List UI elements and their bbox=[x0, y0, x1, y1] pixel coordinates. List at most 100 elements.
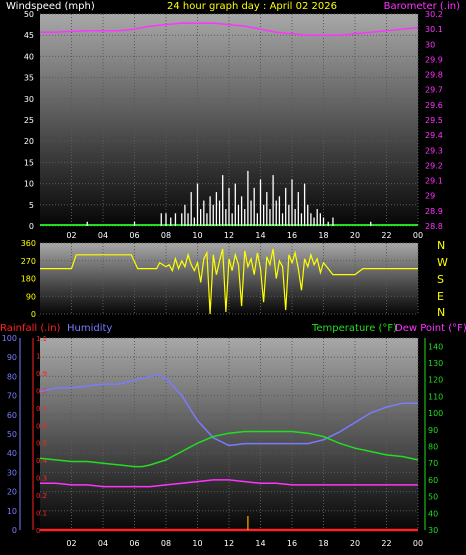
chart-title: 24 hour graph day : April 02 2026 bbox=[167, 1, 337, 12]
temperature-tick-label: 40 bbox=[428, 509, 438, 518]
dewpoint-series-line bbox=[40, 479, 418, 488]
wind-tick-label: 5 bbox=[29, 201, 34, 210]
hour-tick-label-bottom: 08 bbox=[161, 539, 171, 548]
humidity-tick-label: 0 bbox=[12, 526, 17, 535]
humidity-axis-title: Humidity bbox=[67, 323, 112, 334]
hour-tick-label-bottom: 20 bbox=[350, 539, 360, 548]
hour-tick-label-top: 00 bbox=[413, 231, 423, 240]
hour-tick-label-bottom: 16 bbox=[287, 539, 297, 548]
hour-tick-label-top: 10 bbox=[192, 231, 202, 240]
temperature-tick-label: 50 bbox=[428, 493, 438, 502]
compass-w: W bbox=[437, 256, 448, 269]
rainfall-tick-label: 0.6 bbox=[36, 422, 48, 430]
wind-tick-label: 10 bbox=[24, 180, 34, 189]
barometer-tick-label: 29.7 bbox=[425, 86, 443, 95]
barometer-tick-label: 29.5 bbox=[425, 116, 443, 125]
compass-n-top: N bbox=[437, 239, 445, 252]
rainfall-tick-label: 0 bbox=[36, 527, 40, 535]
humidity-tick-label: 60 bbox=[7, 411, 17, 420]
wind-tick-label: 15 bbox=[24, 158, 34, 167]
barometer-tick-label: 29.3 bbox=[425, 146, 443, 155]
barometer-tick-label: 30.1 bbox=[425, 25, 443, 34]
hour-tick-label-top: 08 bbox=[161, 231, 171, 240]
wind-tick-label: 40 bbox=[24, 52, 34, 61]
wind-tick-label: 30 bbox=[24, 95, 34, 104]
barometer-tick-label: 29.1 bbox=[425, 177, 443, 186]
hour-tick-label-bottom: 06 bbox=[129, 539, 139, 548]
wind-tick-label: 20 bbox=[24, 137, 34, 146]
humidity-tick-label: 50 bbox=[7, 430, 17, 439]
barometer-tick-label: 30 bbox=[425, 40, 435, 49]
hour-tick-label-bottom: 00 bbox=[413, 539, 423, 548]
wind-tick-label: 45 bbox=[24, 31, 34, 40]
humidity-tick-label: 40 bbox=[7, 449, 17, 458]
hour-tick-label-bottom: 04 bbox=[98, 539, 108, 548]
hour-tick-label-top: 18 bbox=[318, 231, 328, 240]
humidity-tick-label: 30 bbox=[7, 468, 17, 477]
windspeed-axis-title: Windspeed (mph) bbox=[6, 1, 95, 12]
hour-tick-label-bottom: 12 bbox=[224, 539, 234, 548]
temperature-tick-label: 140 bbox=[428, 342, 443, 351]
humidity-tick-label: 70 bbox=[7, 392, 17, 401]
direction-tick-label: 180 bbox=[21, 275, 36, 284]
temperature-tick-label: 70 bbox=[428, 459, 438, 468]
rainfall-tick-label: 1.1 bbox=[36, 335, 47, 343]
temperature-tick-label: 130 bbox=[428, 359, 443, 368]
rainfall-tick-label: 1 bbox=[36, 352, 40, 360]
wind-tick-label: 50 bbox=[24, 10, 34, 19]
barometer-tick-label: 29 bbox=[425, 192, 435, 201]
rainfall-tick-label: 0.2 bbox=[36, 492, 47, 500]
barometer-tick-label: 29.9 bbox=[425, 55, 443, 64]
compass-s: S bbox=[437, 273, 444, 286]
temperature-series-line bbox=[39, 430, 419, 468]
temperature-tick-label: 100 bbox=[428, 409, 443, 418]
barometer-axis-title: Barometer (.in) bbox=[384, 1, 460, 12]
hour-tick-label-bottom: 02 bbox=[66, 539, 76, 548]
barometer-tick-label: 29.2 bbox=[425, 161, 443, 170]
wind-direction-line bbox=[40, 248, 418, 315]
barometer-tick-label: 28.9 bbox=[425, 207, 443, 216]
wind-tick-label: 0 bbox=[29, 222, 34, 231]
dewpoint-axis-title: Dew Point (°F) bbox=[395, 323, 466, 334]
rainfall-axis-title: Rainfall (.in) bbox=[0, 323, 61, 334]
direction-tick-label: 360 bbox=[21, 239, 36, 248]
hour-tick-label-bottom: 18 bbox=[318, 539, 328, 548]
humidity-series-line bbox=[39, 373, 418, 447]
hour-tick-label-bottom: 22 bbox=[381, 539, 391, 548]
hour-tick-label-top: 22 bbox=[381, 231, 391, 240]
rainfall-tick-label: 0.7 bbox=[36, 405, 47, 413]
barometer-tick-label: 29.6 bbox=[425, 101, 443, 110]
compass-n-bottom: N bbox=[437, 306, 445, 319]
wind-tick-label: 25 bbox=[24, 116, 34, 125]
barometer-tick-label: 29.4 bbox=[425, 131, 443, 140]
compass-e: E bbox=[437, 290, 444, 303]
rainfall-tick-label: 0.9 bbox=[36, 370, 47, 378]
hour-tick-label-top: 20 bbox=[350, 231, 360, 240]
humidity-tick-label: 90 bbox=[7, 353, 17, 362]
rainfall-tick-label: 0.1 bbox=[36, 510, 47, 518]
temperature-tick-label: 110 bbox=[428, 392, 443, 401]
barometer-tick-label: 30.2 bbox=[425, 10, 443, 19]
hour-tick-label-top: 14 bbox=[255, 231, 265, 240]
temperature-tick-label: 30 bbox=[428, 526, 438, 535]
hour-tick-label-top: 04 bbox=[98, 231, 108, 240]
humidity-tick-label: 20 bbox=[7, 488, 17, 497]
hour-tick-label-top: 12 bbox=[224, 231, 234, 240]
hour-tick-label-top: 06 bbox=[129, 231, 139, 240]
hour-tick-label-bottom: 14 bbox=[255, 539, 265, 548]
humidity-tick-label: 80 bbox=[7, 372, 17, 381]
barometer-series-line bbox=[40, 22, 419, 36]
hour-tick-label-top: 02 bbox=[66, 231, 76, 240]
wind-tick-label: 35 bbox=[24, 74, 34, 83]
barometer-tick-label: 29.8 bbox=[425, 71, 443, 80]
humidity-tick-label: 100 bbox=[2, 334, 17, 343]
hour-tick-label-top: 16 bbox=[287, 231, 297, 240]
hour-tick-label-bottom: 10 bbox=[192, 539, 202, 548]
rainfall-tick-label: 0.4 bbox=[36, 457, 48, 465]
temperature-tick-label: 90 bbox=[428, 426, 438, 435]
barometer-tick-label: 28.8 bbox=[425, 222, 443, 231]
humidity-tick-label: 10 bbox=[7, 507, 17, 516]
direction-tick-label: 90 bbox=[26, 292, 36, 301]
